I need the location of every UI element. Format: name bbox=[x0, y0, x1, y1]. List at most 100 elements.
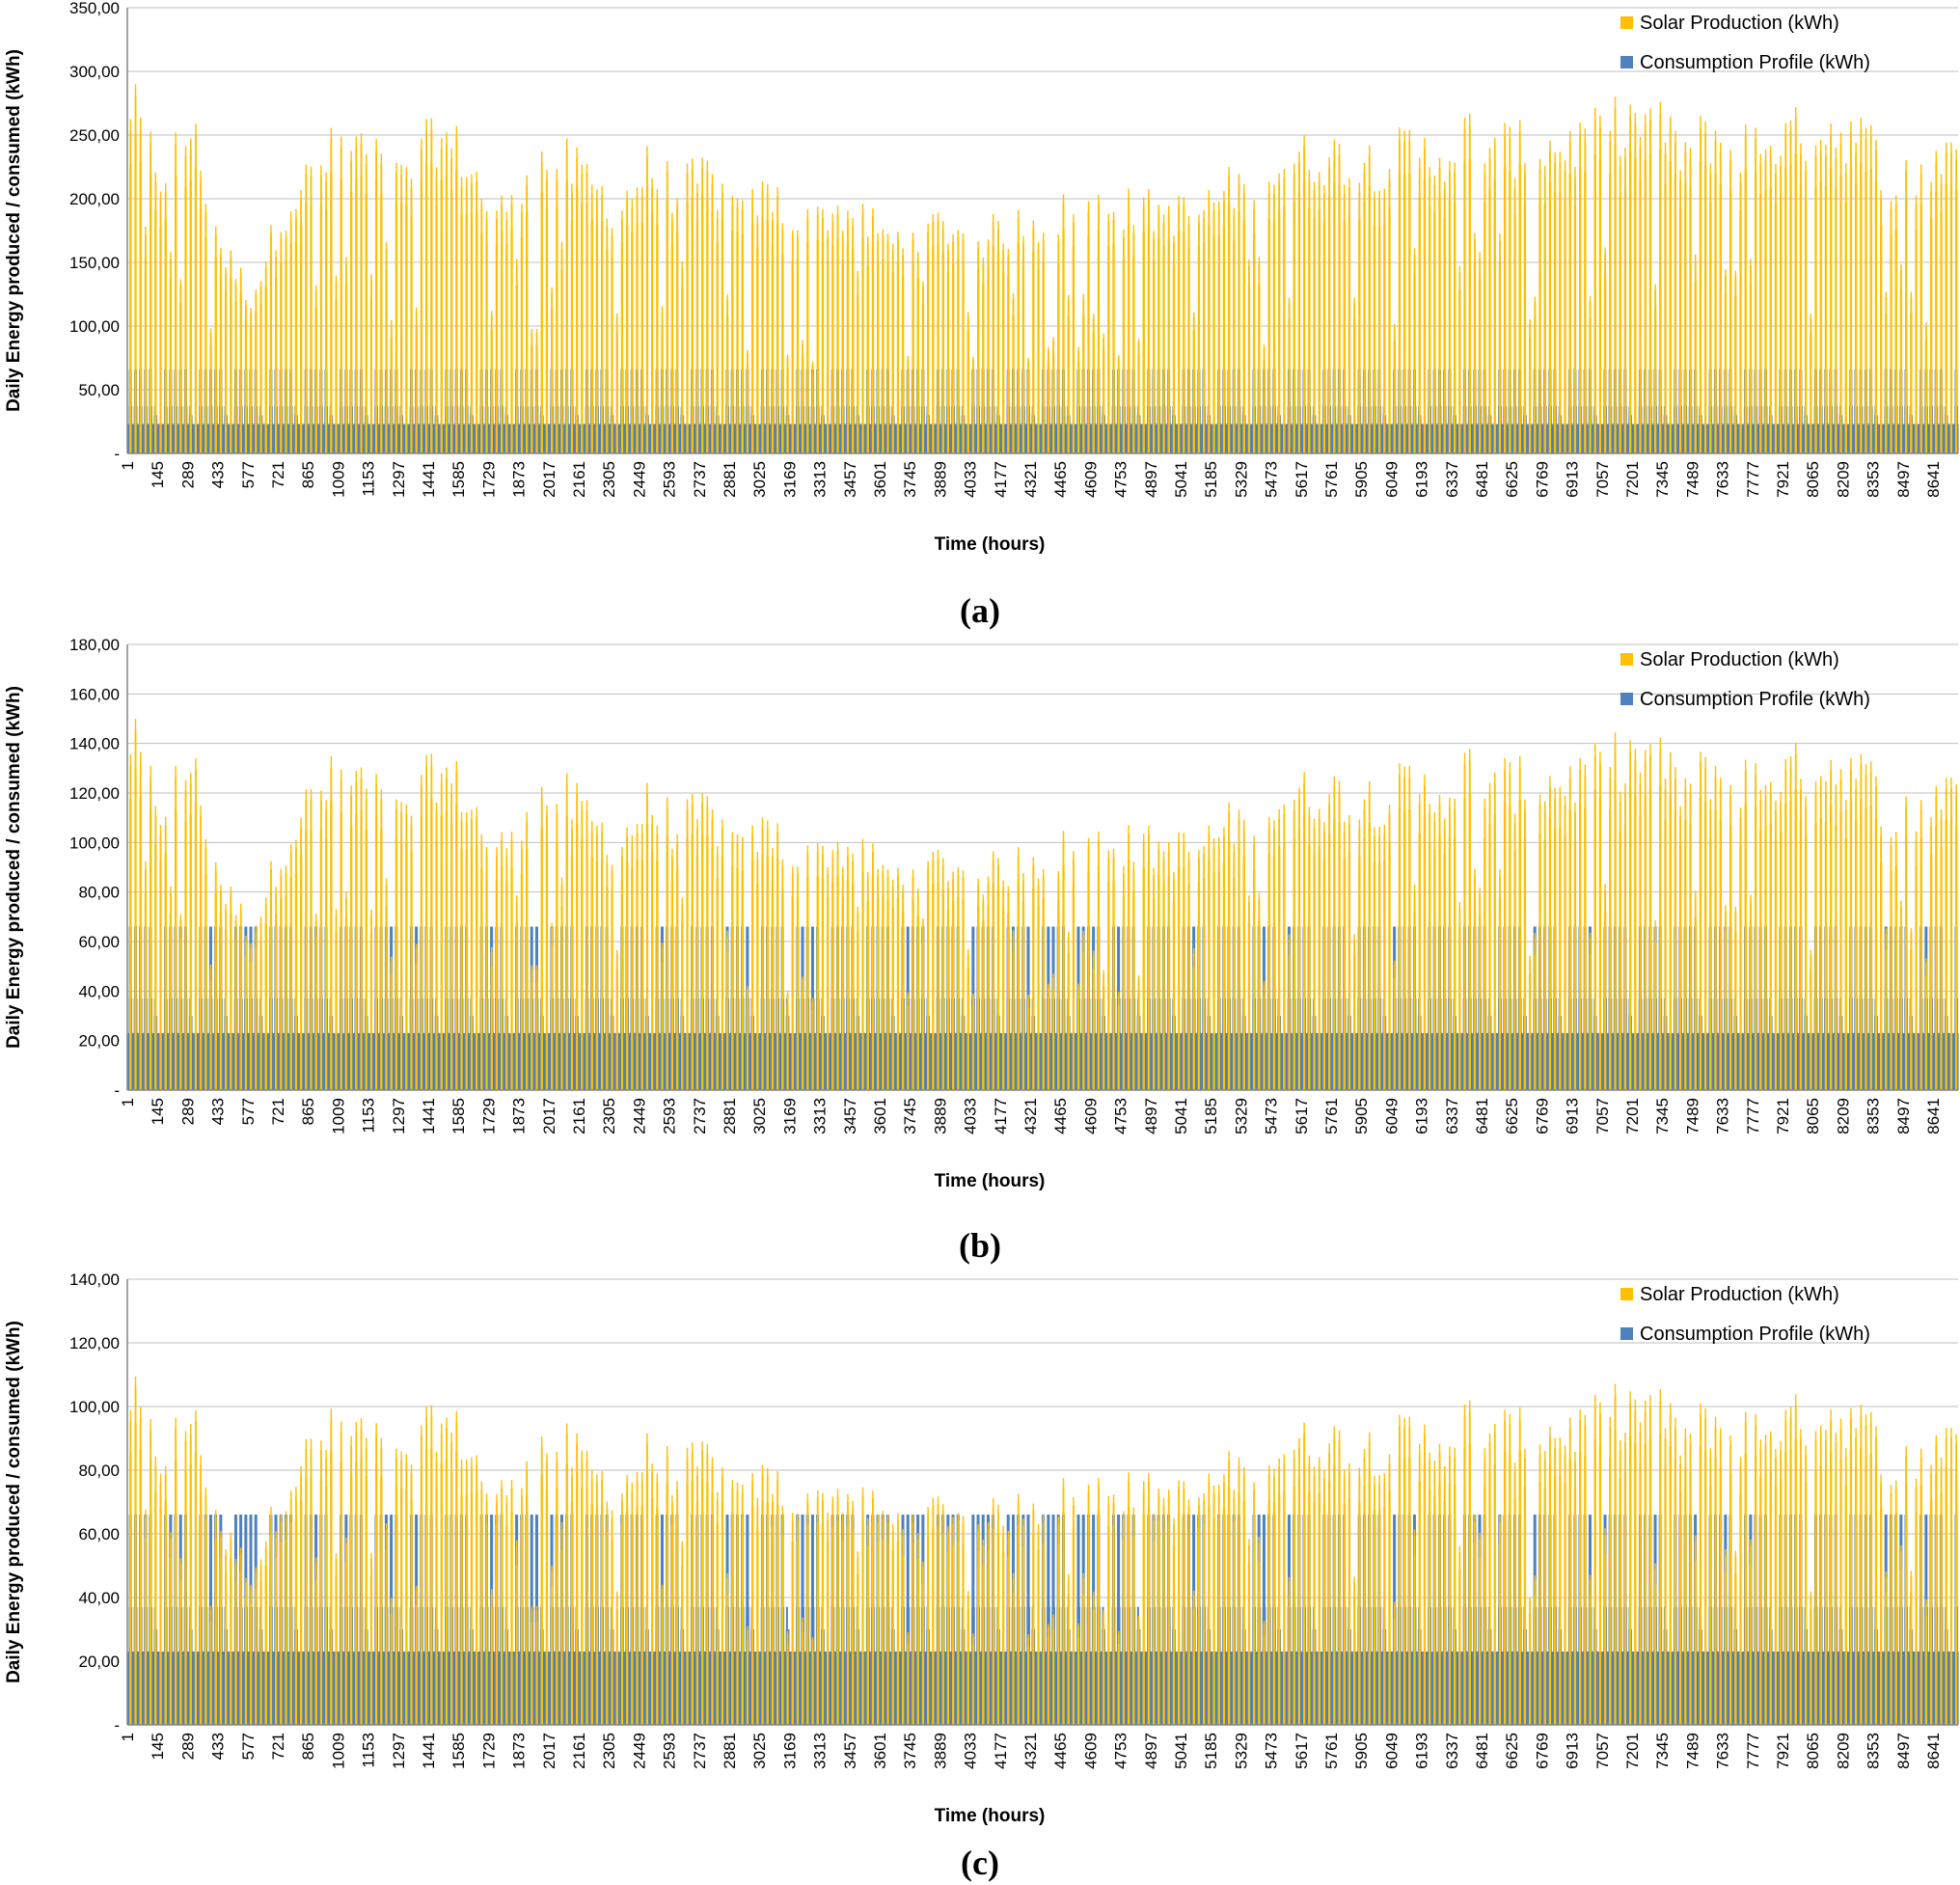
solar-bar bbox=[281, 261, 283, 453]
solar-bar bbox=[145, 257, 148, 453]
solar-bar bbox=[817, 239, 819, 453]
solar-bar bbox=[776, 223, 779, 453]
solar-bar bbox=[792, 260, 794, 453]
solar-bar bbox=[892, 271, 894, 453]
solar-bar bbox=[195, 168, 198, 453]
solar-bar bbox=[165, 219, 167, 453]
solar-bar bbox=[180, 302, 182, 453]
solar-bar bbox=[370, 298, 373, 453]
solar-bar bbox=[621, 242, 624, 453]
solar-bar bbox=[687, 202, 689, 454]
solar-bar bbox=[637, 223, 639, 453]
solar-bar bbox=[812, 373, 814, 453]
solar-bar bbox=[933, 246, 935, 453]
solar-bar bbox=[516, 285, 518, 453]
solar-bar bbox=[657, 224, 659, 453]
solar-bar bbox=[210, 344, 212, 453]
solar-bar bbox=[641, 223, 643, 453]
y-tick-label: 100,00 bbox=[69, 317, 120, 336]
solar-bar bbox=[632, 232, 634, 453]
solar-bar bbox=[566, 180, 568, 453]
solar-bar bbox=[586, 203, 588, 453]
solar-bar bbox=[235, 302, 237, 453]
y-tick-label: 300,00 bbox=[69, 63, 120, 81]
solar-bar bbox=[245, 320, 248, 453]
solar-bar bbox=[726, 315, 729, 453]
solar-bar bbox=[887, 262, 889, 453]
solar-bar bbox=[356, 178, 358, 453]
solar-bar bbox=[295, 241, 298, 453]
solar-bar bbox=[737, 232, 739, 453]
solar-bar bbox=[712, 211, 714, 453]
solar-bar bbox=[551, 309, 554, 453]
solar-bar bbox=[331, 171, 333, 453]
solar-bar bbox=[501, 230, 504, 453]
solar-bar bbox=[260, 304, 262, 453]
solar-bar bbox=[847, 243, 850, 453]
solar-bar bbox=[406, 205, 408, 453]
solar-bar bbox=[582, 203, 584, 453]
solar-bar bbox=[466, 214, 468, 453]
y-tick-label: 50,00 bbox=[78, 381, 120, 399]
solar-bar bbox=[651, 214, 654, 453]
solar-bar bbox=[320, 204, 323, 453]
solar-bar bbox=[721, 219, 724, 453]
solar-bar bbox=[486, 243, 488, 453]
solar-bar bbox=[917, 278, 919, 453]
bars-group bbox=[127, 84, 1959, 454]
solar-bar bbox=[325, 209, 328, 453]
solar-bar bbox=[220, 275, 223, 453]
solar-bar bbox=[591, 220, 593, 453]
solar-bar bbox=[967, 331, 969, 453]
solar-bar bbox=[787, 368, 789, 453]
solar-bar bbox=[205, 236, 207, 453]
solar-bar bbox=[557, 206, 558, 453]
solar-bar bbox=[696, 219, 699, 453]
solar-bar bbox=[717, 242, 719, 453]
solar-bar bbox=[190, 180, 192, 453]
solar-bar bbox=[983, 284, 985, 453]
solar-bar bbox=[607, 250, 609, 453]
solar-bar bbox=[450, 189, 453, 454]
solar-bar bbox=[395, 202, 398, 453]
solar-bar bbox=[837, 238, 839, 453]
solar-bar bbox=[361, 176, 363, 454]
solar-bar bbox=[942, 252, 944, 453]
solar-bar bbox=[225, 292, 228, 453]
solar-bar bbox=[626, 226, 629, 453]
y-tick-label: - bbox=[114, 445, 120, 463]
solar-bar bbox=[441, 179, 443, 454]
chart-panel-a: -50,00 100,00 150,00 200,00 250,00 300,00 350,… bbox=[0, 0, 1960, 579]
solar-bar bbox=[265, 287, 267, 453]
solar-bar bbox=[175, 175, 177, 453]
solar-bar bbox=[511, 230, 513, 453]
solar-bar bbox=[476, 209, 478, 453]
solar-bar bbox=[927, 254, 930, 453]
solar-bar bbox=[506, 243, 508, 453]
solar-bar bbox=[391, 338, 393, 453]
chart-a-svg: -50,00100,00150,00200,00250,00300,00350,… bbox=[4, 0, 1959, 555]
solar-bar bbox=[822, 242, 825, 453]
solar-bar bbox=[742, 233, 744, 453]
solar-bar bbox=[496, 243, 499, 453]
solar-bar bbox=[751, 224, 754, 453]
solar-bar bbox=[762, 217, 764, 453]
solar-bar bbox=[616, 332, 618, 453]
solar-bar bbox=[416, 326, 418, 453]
solar-bar bbox=[541, 191, 543, 454]
solar-bar bbox=[140, 162, 142, 453]
solar-bar bbox=[436, 205, 438, 453]
solar-bar bbox=[491, 330, 493, 453]
solar-bar bbox=[150, 175, 152, 453]
solar-bar bbox=[546, 207, 549, 453]
solar-bar bbox=[456, 170, 458, 454]
solar-bar bbox=[400, 203, 403, 454]
solar-bar bbox=[852, 249, 855, 453]
solar-bar bbox=[431, 163, 433, 453]
solar-bar bbox=[963, 262, 965, 453]
solar-bar bbox=[576, 188, 579, 453]
solar-bar bbox=[536, 345, 538, 453]
solar-bar bbox=[908, 369, 910, 453]
solar-bar bbox=[862, 236, 864, 453]
y-tick-label: 150,00 bbox=[69, 254, 120, 272]
